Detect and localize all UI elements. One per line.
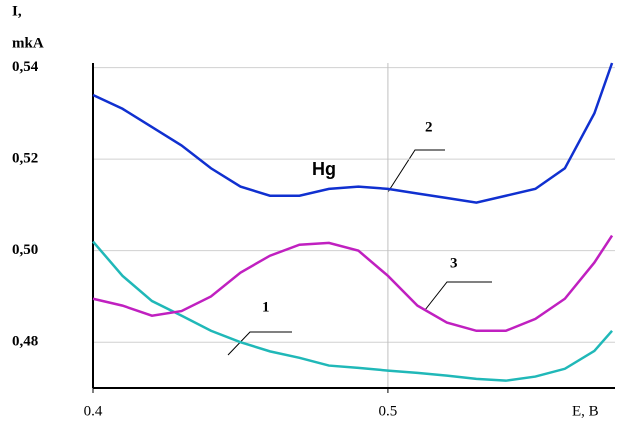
x-axis-label: E, B xyxy=(572,403,599,419)
y-tick-label: 0,48 xyxy=(12,334,38,350)
annotation: Hg xyxy=(312,159,336,179)
series-label: 2 xyxy=(425,119,433,135)
leader-line xyxy=(227,331,292,356)
series-label: 3 xyxy=(450,255,458,271)
y-axis-label: I, xyxy=(12,3,22,19)
y-tick-label: 0,54 xyxy=(12,59,39,75)
y-tick-label: 0,52 xyxy=(12,151,38,167)
series-label: 1 xyxy=(262,299,270,315)
line-series xyxy=(92,234,614,333)
leader-line xyxy=(424,281,492,311)
y-tick-label: 0,50 xyxy=(12,242,38,258)
y-axis-label: mkA xyxy=(12,35,44,51)
x-tick-label: 0.4 xyxy=(84,403,103,419)
line-series xyxy=(92,240,613,382)
line-series xyxy=(92,62,614,204)
leader-line xyxy=(387,149,445,193)
x-tick-label: 0.5 xyxy=(379,403,398,419)
